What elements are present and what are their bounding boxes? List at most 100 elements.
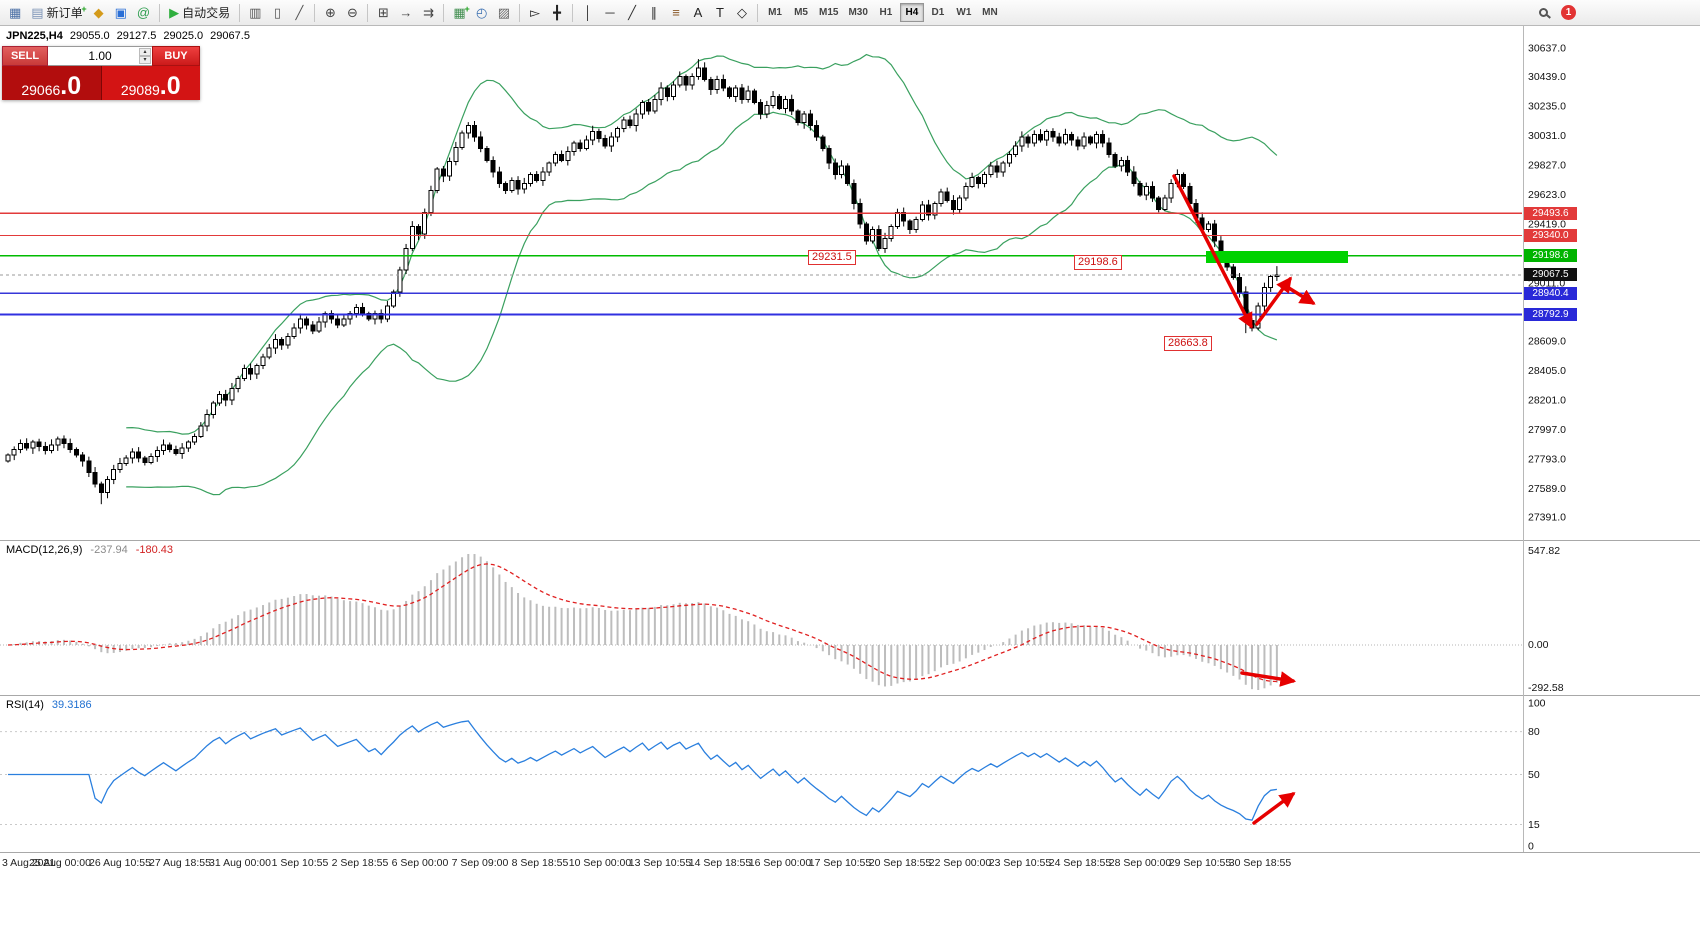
vertical-line-icon[interactable]: │	[578, 3, 598, 23]
macd-label: MACD(12,26,9)	[6, 544, 83, 556]
text-icon[interactable]: A	[688, 3, 708, 23]
price-flag-29231.5[interactable]: 29231.5	[808, 250, 856, 265]
toolbar-separator	[367, 3, 369, 22]
toolbar-separator	[443, 3, 445, 22]
app-chart-icon-glyph: ▦	[9, 5, 22, 20]
svg-text:1 Sep 10:55: 1 Sep 10:55	[272, 857, 329, 869]
fibonacci-icon[interactable]: ≡	[666, 3, 686, 23]
autotrade-button-glyph: ▶	[169, 5, 180, 20]
price-flag-28663.8[interactable]: 28663.8	[1164, 336, 1212, 351]
buy-price-main: 29089	[120, 82, 160, 98]
chart-shift-icon[interactable]: ⇉	[418, 3, 438, 23]
svg-text:27 Aug 18:55: 27 Aug 18:55	[149, 857, 211, 869]
new-chart-icon[interactable]: ▦ +	[453, 3, 470, 20]
price-flag-29198.6[interactable]: 29198.6	[1074, 255, 1122, 270]
close-value: 29067.5	[210, 30, 250, 42]
svg-text:16 Sep 00:00: 16 Sep 00:00	[749, 857, 812, 869]
cursor-icon[interactable]: ▻	[525, 3, 545, 23]
price-badge-28792.9: 28792.9	[1524, 307, 1577, 321]
chat-icon[interactable]: ▣	[111, 3, 131, 23]
community-icon[interactable]: @	[133, 3, 154, 23]
buy-price-big: .0	[159, 72, 181, 100]
zoom-in-icon[interactable]: ⊕	[320, 3, 340, 23]
timeframe-h1[interactable]: H1	[879, 7, 893, 18]
clock-icon[interactable]: ◴	[472, 3, 492, 23]
volume-down-button[interactable]: ▾	[139, 56, 151, 64]
new-order-button[interactable]: ▤ + 新订单	[31, 3, 87, 21]
trade-prices-row: 29066.0 29089.0	[2, 66, 200, 100]
svg-text:27997.0: 27997.0	[1528, 424, 1566, 436]
svg-text:14 Sep 18:55: 14 Sep 18:55	[689, 857, 752, 869]
autotrade-button[interactable]: ▶ 自动交易	[165, 3, 234, 23]
rsi-label: RSI(14)	[6, 699, 44, 711]
quotes-icon[interactable]: ◆	[89, 3, 109, 23]
timeframe-m30[interactable]: M30	[848, 7, 868, 18]
template-icon-glyph: ▨	[497, 5, 511, 20]
autotrade-button-label: 自动交易	[182, 6, 231, 20]
toolbar-separator	[239, 3, 241, 22]
svg-text:8 Sep 18:55: 8 Sep 18:55	[512, 857, 569, 869]
svg-text:7 Sep 09:00: 7 Sep 09:00	[452, 857, 509, 869]
timeframe-d1[interactable]: D1	[931, 7, 945, 18]
svg-text:31 Aug 00:00: 31 Aug 00:00	[209, 857, 271, 869]
svg-text:17 Sep 10:55: 17 Sep 10:55	[809, 857, 872, 869]
buy-button[interactable]: BUY	[152, 46, 200, 66]
channel-icon[interactable]: ∥	[644, 3, 664, 23]
crosshair-icon-glyph: ╋	[553, 5, 561, 20]
buy-price[interactable]: 29089.0	[101, 66, 200, 100]
volume-field[interactable]: 1.00 ▴ ▾	[48, 46, 152, 66]
bar-chart-icon[interactable]: ▥	[245, 3, 265, 23]
sell-button[interactable]: SELL	[2, 46, 48, 66]
search-icon[interactable]	[1533, 3, 1553, 23]
main-toolbar: ▦ ▤ + 新订单 ◆ ▣ @ ▶ 自动交易 ▥ ▯ ╱ ⊕ ⊖ ⊞ → ⇉ ▦ + ◴ ▨ ▻ ╋ │ ─ ╱ ∥ ≡ A T ◇ M1 M…	[0, 0, 1700, 26]
notification-badge[interactable]: 1	[1561, 5, 1576, 20]
macd-main-value: -237.94	[90, 544, 128, 556]
open-value: 29055.0	[69, 30, 110, 42]
price-badge-29198.6: 29198.6	[1524, 249, 1577, 263]
label-icon[interactable]: T	[710, 3, 730, 23]
timeframe-w1[interactable]: W1	[956, 7, 972, 18]
svg-text:30031.0: 30031.0	[1528, 130, 1566, 142]
timeframe-m1[interactable]: M1	[768, 7, 782, 18]
bar-chart-icon-glyph: ▥	[249, 5, 262, 20]
zoom-out-icon[interactable]: ⊖	[342, 3, 362, 23]
line-chart-icon-glyph: ╱	[295, 5, 304, 20]
toolbar-right-tools: 1	[1532, 3, 1696, 23]
horizontal-line-icon[interactable]: ─	[600, 3, 620, 23]
cursor-icon-glyph: ▻	[530, 5, 541, 20]
timeframe-m15[interactable]: M15	[819, 7, 839, 18]
svg-text:29419.0: 29419.0	[1528, 219, 1566, 231]
timeframe-m5[interactable]: M5	[794, 7, 808, 18]
template-icon[interactable]: ▨	[494, 3, 514, 23]
low-value: 29025.0	[163, 30, 204, 42]
sell-price[interactable]: 29066.0	[2, 66, 102, 100]
svg-text:0.00: 0.00	[1528, 639, 1549, 651]
vertical-line-icon-glyph: │	[583, 5, 593, 20]
svg-text:23 Sep 10:55: 23 Sep 10:55	[989, 857, 1052, 869]
svg-text:28609.0: 28609.0	[1528, 336, 1566, 348]
volume-up-button[interactable]: ▴	[139, 48, 151, 56]
tile-windows-icon[interactable]: ⊞	[373, 3, 393, 23]
quotes-icon-glyph: ◆	[93, 5, 104, 20]
timeframe-h4[interactable]: H4	[899, 3, 924, 22]
svg-text:20 Sep 18:55: 20 Sep 18:55	[869, 857, 932, 869]
high-value: 29127.5	[116, 30, 157, 42]
trendline-icon[interactable]: ╱	[622, 3, 642, 23]
app-chart-icon[interactable]: ▦	[5, 3, 25, 23]
timeframe-mn[interactable]: MN	[982, 7, 998, 18]
shapes-icon[interactable]: ◇	[732, 3, 752, 23]
svg-text:50: 50	[1528, 769, 1540, 781]
sell-price-main: 29066	[21, 82, 61, 98]
toolbar-groups: ▦ ▤ + 新订单 ◆ ▣ @ ▶ 自动交易 ▥ ▯ ╱ ⊕ ⊖ ⊞ → ⇉ ▦ + ◴ ▨ ▻ ╋ │ ─ ╱ ∥ ≡ A T ◇	[4, 3, 753, 23]
chart-shift-icon-glyph: ⇉	[422, 5, 434, 20]
chart-ohlc-header: JPN225,H4 29055.0 29127.5 29025.0 29067.…	[6, 30, 250, 42]
svg-text:30 Sep 18:55: 30 Sep 18:55	[1229, 857, 1292, 869]
svg-text:30235.0: 30235.0	[1528, 101, 1566, 113]
svg-text:29623.0: 29623.0	[1528, 189, 1566, 201]
auto-scroll-icon[interactable]: →	[395, 3, 416, 23]
crosshair-icon[interactable]: ╋	[547, 3, 567, 23]
line-chart-icon[interactable]: ╱	[289, 3, 309, 23]
candlestick-icon[interactable]: ▯	[267, 3, 287, 23]
